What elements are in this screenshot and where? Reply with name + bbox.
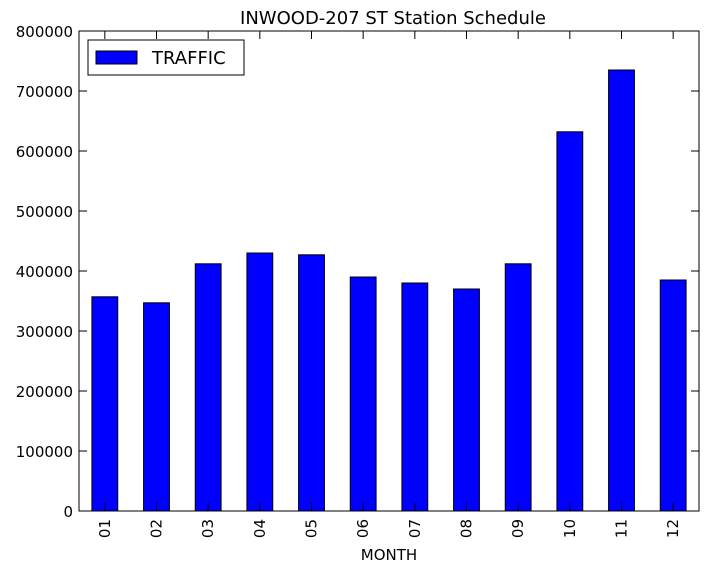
bars-layer <box>91 69 687 512</box>
bar-06 <box>349 276 377 512</box>
bar-07 <box>401 282 429 512</box>
y-tick-label: 400000 <box>16 263 73 281</box>
bar-04 <box>246 252 274 512</box>
x-tick-label: 05 <box>303 519 321 538</box>
legend-swatch <box>95 50 138 65</box>
x-tick-label: 03 <box>199 519 217 538</box>
x-axis-ticks: 01 02 03 04 05 06 07 08 09 10 11 12 <box>96 31 682 538</box>
x-tick-label: 04 <box>251 519 269 538</box>
x-tick-label: 12 <box>664 519 682 538</box>
bar-08 <box>453 288 480 512</box>
x-tick-label: 07 <box>406 519 424 538</box>
y-tick-label: 800000 <box>16 23 73 41</box>
y-tick-label: 100000 <box>16 443 73 461</box>
y-tick-label: 700000 <box>16 83 73 101</box>
x-tick-label: 11 <box>613 519 631 538</box>
x-tick-label: 01 <box>96 519 114 538</box>
x-tick-label: 09 <box>509 519 527 538</box>
x-tick-label: 02 <box>148 519 166 538</box>
bar-10 <box>556 131 584 512</box>
legend: TRAFFIC <box>87 39 245 76</box>
plot-frame <box>78 30 700 512</box>
bar-05 <box>298 254 325 512</box>
y-tick-label: 200000 <box>16 383 73 401</box>
legend-label: TRAFFIC <box>151 48 226 69</box>
x-axis-label: MONTH <box>361 546 417 564</box>
bar-02 <box>143 302 170 512</box>
bar-01 <box>91 296 119 512</box>
y-tick-label: 0 <box>63 503 73 521</box>
y-tick-label: 500000 <box>16 203 73 221</box>
x-tick-label: 06 <box>354 519 372 538</box>
y-axis-ticks: 0 100000 200000 300000 400000 500000 600000 700… <box>16 23 699 521</box>
bar-09 <box>504 263 532 512</box>
bar-03 <box>194 263 222 512</box>
y-tick-label: 600000 <box>16 143 73 161</box>
bar-11 <box>608 69 635 512</box>
bar-12 <box>659 279 687 512</box>
chart-title: INWOOD-207 ST Station Schedule <box>240 8 546 29</box>
y-tick-label: 300000 <box>16 323 73 341</box>
x-tick-label: 08 <box>458 519 476 538</box>
x-tick-label: 10 <box>561 519 579 538</box>
